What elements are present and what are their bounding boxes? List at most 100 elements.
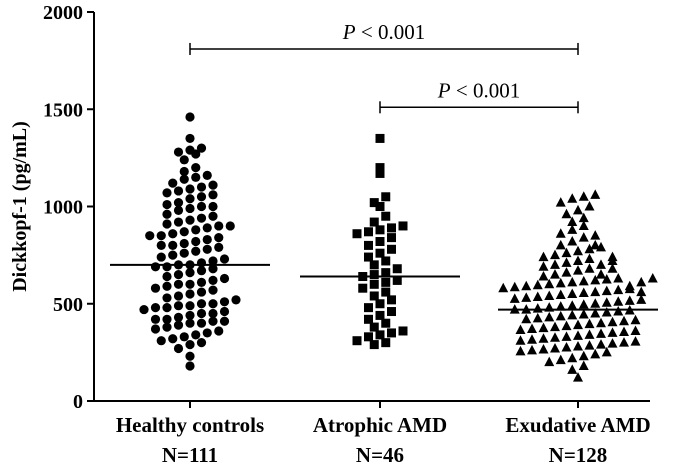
data-point-circle xyxy=(179,332,189,342)
data-point-circle xyxy=(162,281,172,291)
data-point-circle xyxy=(196,182,207,192)
data-point-circle xyxy=(208,256,218,266)
data-point-triangle xyxy=(607,263,618,273)
data-point-triangle xyxy=(532,279,543,290)
data-point-triangle xyxy=(567,364,578,374)
data-point-square xyxy=(369,260,379,270)
data-point-circle xyxy=(219,254,230,264)
data-point-circle xyxy=(219,306,230,317)
data-point-triangle xyxy=(630,325,641,335)
data-point-circle xyxy=(225,221,235,231)
data-point-triangle xyxy=(636,276,647,287)
data-point-triangle xyxy=(596,269,606,279)
data-point-triangle xyxy=(509,293,520,303)
significance-annotations: P < 0.001 P < 0.001 xyxy=(189,20,579,114)
data-point-circle xyxy=(139,304,149,315)
data-point-triangle xyxy=(538,333,549,343)
data-point-triangle xyxy=(578,220,589,230)
x-category-label: Healthy controls xyxy=(116,413,264,437)
data-point-triangle xyxy=(613,284,624,295)
data-point-square xyxy=(358,283,368,293)
data-point-circle xyxy=(156,231,166,241)
data-point-circle xyxy=(185,279,195,289)
data-point-triangle xyxy=(538,271,549,281)
data-point-triangle xyxy=(584,243,595,254)
data-point-circle xyxy=(196,287,207,297)
data-point-triangle xyxy=(584,201,595,211)
data-point-triangle xyxy=(636,286,647,297)
data-point-square xyxy=(387,328,396,338)
data-point-circle xyxy=(185,351,195,361)
x-category-label: Atrophic AMD xyxy=(313,413,447,437)
data-point-triangle xyxy=(573,341,583,351)
data-point-square xyxy=(381,256,391,266)
data-point-circle xyxy=(185,203,195,214)
data-point-circle xyxy=(185,194,195,204)
data-point-triangle xyxy=(630,314,641,325)
data-point-circle xyxy=(156,252,166,262)
data-point-circle xyxy=(208,316,218,326)
data-point-circle xyxy=(196,143,207,153)
data-point-triangle xyxy=(555,239,566,250)
data-point-triangle xyxy=(515,345,526,356)
data-point-triangle xyxy=(550,249,560,260)
data-point-triangle xyxy=(544,311,555,322)
data-point-circle xyxy=(214,233,224,243)
data-point-circle xyxy=(162,303,172,313)
data-point-circle xyxy=(168,250,178,260)
data-point-triangle xyxy=(596,241,606,252)
data-point-circle xyxy=(162,293,172,303)
data-point-triangle xyxy=(613,296,624,306)
data-point-circle xyxy=(150,324,161,334)
data-point-circle xyxy=(185,133,195,144)
data-point-circle xyxy=(173,217,184,227)
data-point-triangle xyxy=(561,247,572,258)
data-point-triangle xyxy=(567,224,578,234)
data-point-triangle xyxy=(596,317,606,328)
data-point-circle xyxy=(191,330,201,340)
data-point-triangle xyxy=(532,291,543,301)
data-point-triangle xyxy=(584,329,595,339)
data-point-circle xyxy=(202,244,212,254)
data-point-triangle xyxy=(555,228,566,238)
x-category-n-label: N=111 xyxy=(162,443,218,467)
data-point-triangle xyxy=(561,257,572,267)
data-point-triangle xyxy=(550,332,560,342)
data-point-square xyxy=(381,318,391,328)
data-point-circle xyxy=(202,223,212,233)
data-point-triangle xyxy=(578,287,589,298)
p-value-label: P < 0.001 xyxy=(437,78,520,102)
data-point-triangle xyxy=(521,313,532,324)
data-point-triangle xyxy=(578,350,589,361)
data-point-circle xyxy=(214,221,224,231)
data-point-circle xyxy=(179,174,189,184)
data-point-circle xyxy=(231,295,241,305)
data-point-circle xyxy=(208,308,218,319)
data-point-triangle xyxy=(578,299,589,309)
p-value-label: P < 0.001 xyxy=(342,20,425,44)
data-point-triangle xyxy=(613,272,624,283)
data-point-circle xyxy=(156,240,166,250)
data-point-circle xyxy=(179,227,189,237)
data-point-triangle xyxy=(527,323,537,334)
data-point-triangle xyxy=(555,277,566,288)
data-point-triangle xyxy=(624,283,635,294)
data-point-circle xyxy=(145,231,155,241)
data-point-square xyxy=(375,330,385,340)
data-point-triangle xyxy=(555,197,566,207)
data-point-circle xyxy=(173,147,184,157)
data-point-triangle xyxy=(561,208,572,219)
x-category-label: Exudative AMD xyxy=(505,413,650,437)
data-point-circle xyxy=(191,246,201,256)
data-point-square xyxy=(398,221,408,231)
data-point-triangle xyxy=(619,315,629,326)
data-point-triangle xyxy=(584,253,595,264)
data-point-circle xyxy=(185,318,195,328)
data-point-square xyxy=(352,229,362,239)
data-point-circle xyxy=(173,343,184,354)
data-point-triangle xyxy=(601,297,612,307)
data-point-triangle xyxy=(590,286,601,297)
data-point-triangle xyxy=(573,245,583,256)
data-point-circle xyxy=(185,289,195,299)
data-point-triangle xyxy=(550,269,560,279)
